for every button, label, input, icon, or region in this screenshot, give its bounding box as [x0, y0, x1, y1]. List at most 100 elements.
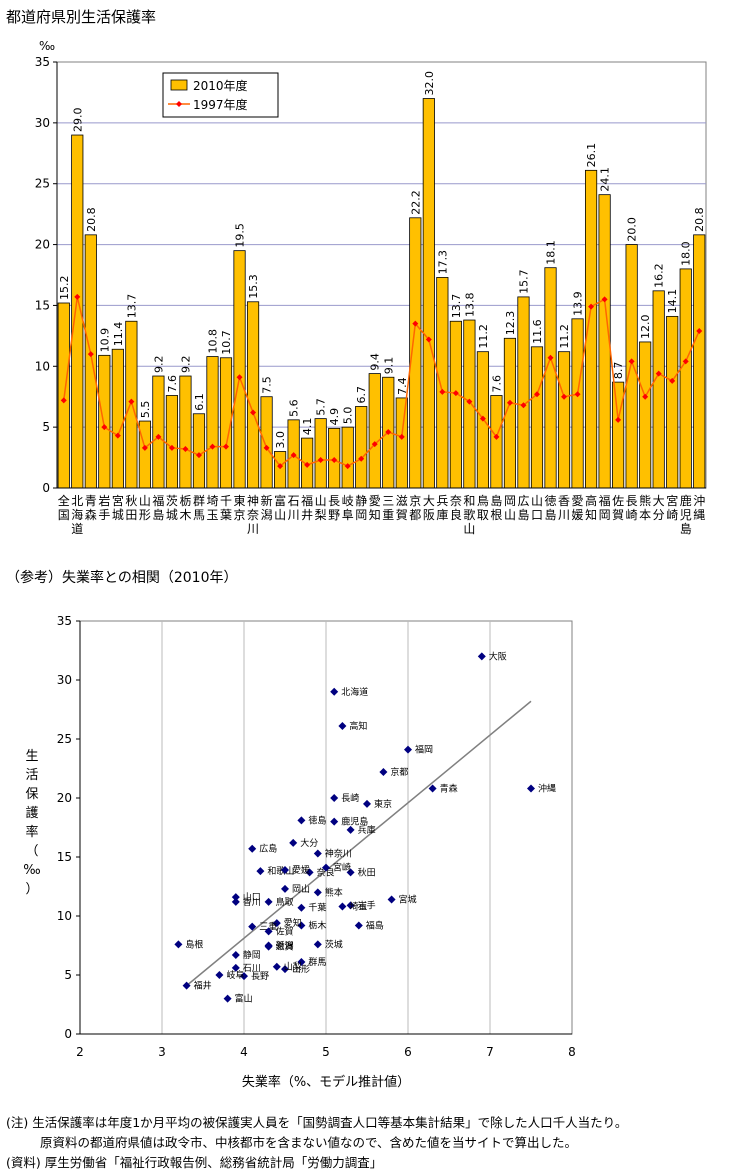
point-label: 東京 [374, 798, 392, 810]
point-label: 大阪 [489, 650, 507, 662]
line-point [344, 463, 351, 470]
point-label: 熊本 [325, 886, 343, 898]
point-label: 岩手 [358, 899, 376, 911]
point-label: 青森 [440, 783, 458, 795]
scatter-point [248, 844, 257, 853]
x-category-label: 山 [504, 508, 516, 522]
note-source: (資料) 厚生労働省「福祉行政報告例、総務省統計局「労働力調査」 [6, 1155, 383, 1170]
bar-value-label: 15.3 [247, 274, 260, 299]
y-axis-label: 保 [25, 787, 38, 802]
scatter-point [297, 958, 306, 967]
x-category-label: 国 [58, 508, 70, 522]
line-point [87, 351, 94, 358]
point-label: 奈良 [317, 866, 335, 878]
line-point [223, 443, 230, 450]
line-point [561, 393, 568, 400]
legend-swatch-bar [170, 79, 188, 91]
scatter-point [404, 745, 412, 754]
x-category-label: 崎 [626, 508, 638, 522]
y-tick-label: 35 [57, 614, 72, 628]
line-point [358, 455, 365, 462]
x-category-label: 縄 [693, 507, 705, 522]
bar [192, 413, 206, 489]
line-point [628, 358, 635, 365]
x-category-label: 兵 [436, 494, 448, 508]
x-category-label: 川 [558, 508, 570, 522]
y-tick-label: 30 [57, 673, 72, 687]
x-tick-label: 3 [158, 1045, 166, 1059]
y-tick-label: 5 [64, 968, 72, 982]
line-point [493, 433, 500, 440]
scatter-point [346, 868, 355, 877]
line-point [385, 429, 392, 436]
line-point [506, 399, 513, 406]
x-category-label: 奈 [450, 494, 462, 508]
x-category-label: 阪 [423, 508, 435, 522]
y-tick-label: 10 [35, 359, 50, 373]
line-1997 [63, 296, 700, 468]
bar-value-label: 20.8 [693, 207, 706, 232]
point-label: 山口 [243, 892, 261, 903]
scatter-point [281, 884, 289, 893]
point-label: 神奈川 [325, 847, 352, 859]
x-category-label: 城 [166, 508, 178, 522]
x-category-label: 葉 [220, 508, 232, 522]
x-tick-label: 6 [404, 1045, 412, 1059]
point-label: 滋賀 [276, 941, 294, 953]
x-category-label: 北 [71, 494, 83, 508]
x-category-label: 京 [409, 494, 421, 508]
x-category-label: 岡 [355, 508, 367, 522]
point-label: 石川 [243, 964, 261, 974]
bar-value-label: 32.0 [423, 71, 436, 96]
x-category-label: 山 [315, 494, 327, 508]
line-point [277, 463, 284, 470]
x-category-label: 宮 [112, 493, 124, 508]
bar [368, 373, 381, 489]
x-tick-label: 2 [76, 1045, 84, 1059]
bar-value-label: 9.2 [152, 356, 165, 374]
point-label: 宮崎 [333, 862, 351, 874]
scatter-point [256, 867, 265, 876]
x-category-label: 長 [626, 494, 638, 508]
line-point [615, 416, 622, 423]
bar-value-label: 13.9 [572, 291, 585, 316]
x-axis-label: 失業率（%、モデル推計値） [242, 1074, 410, 1090]
x-category-label: 都 [409, 508, 421, 522]
bar-value-label: 5.7 [315, 398, 328, 416]
bar-value-label: 22.2 [409, 190, 422, 215]
bar-value-label: 15.2 [58, 275, 71, 300]
note-method: 原資料の都道府県値は政令市、中核都市を含まない値なので、含めた値を当サイトで算出… [40, 1135, 578, 1150]
x-tick-label: 7 [486, 1045, 494, 1059]
bar [138, 420, 151, 489]
x-category-label: 滋 [396, 494, 408, 508]
x-category-label: 長 [328, 494, 340, 508]
bar-value-label: 9.2 [179, 356, 192, 374]
bar-value-label: 4.1 [301, 418, 314, 436]
x-category-label: 道 [71, 522, 83, 536]
x-category-label: 奈 [247, 508, 259, 522]
bar-value-label: 7.6 [490, 375, 503, 393]
line-point [682, 358, 689, 365]
y-tick-label: 35 [35, 55, 50, 69]
x-category-label: 山 [139, 494, 151, 508]
bar [395, 397, 408, 489]
x-category-label: 神 [247, 494, 259, 508]
scatter-point [346, 901, 355, 910]
bar-value-label: 8.7 [612, 362, 625, 380]
bar-value-label: 13.7 [125, 294, 138, 319]
x-category-label: 森 [85, 507, 97, 522]
scatter-point [281, 965, 289, 974]
point-label: 富山 [235, 993, 253, 1005]
line-point [371, 441, 378, 448]
scatter-point [231, 963, 240, 972]
point-label: 千葉 [308, 902, 326, 914]
bar-value-label: 16.2 [653, 263, 666, 288]
y-axis-label: （ [25, 844, 38, 859]
y-tick-label: 20 [35, 238, 50, 252]
line-point [182, 446, 189, 453]
legend-label: 2010年度 [193, 78, 248, 93]
line-point [290, 452, 297, 459]
line-point [250, 409, 257, 416]
point-label: 福岡 [415, 744, 433, 756]
x-category-label: 佐 [612, 494, 624, 508]
